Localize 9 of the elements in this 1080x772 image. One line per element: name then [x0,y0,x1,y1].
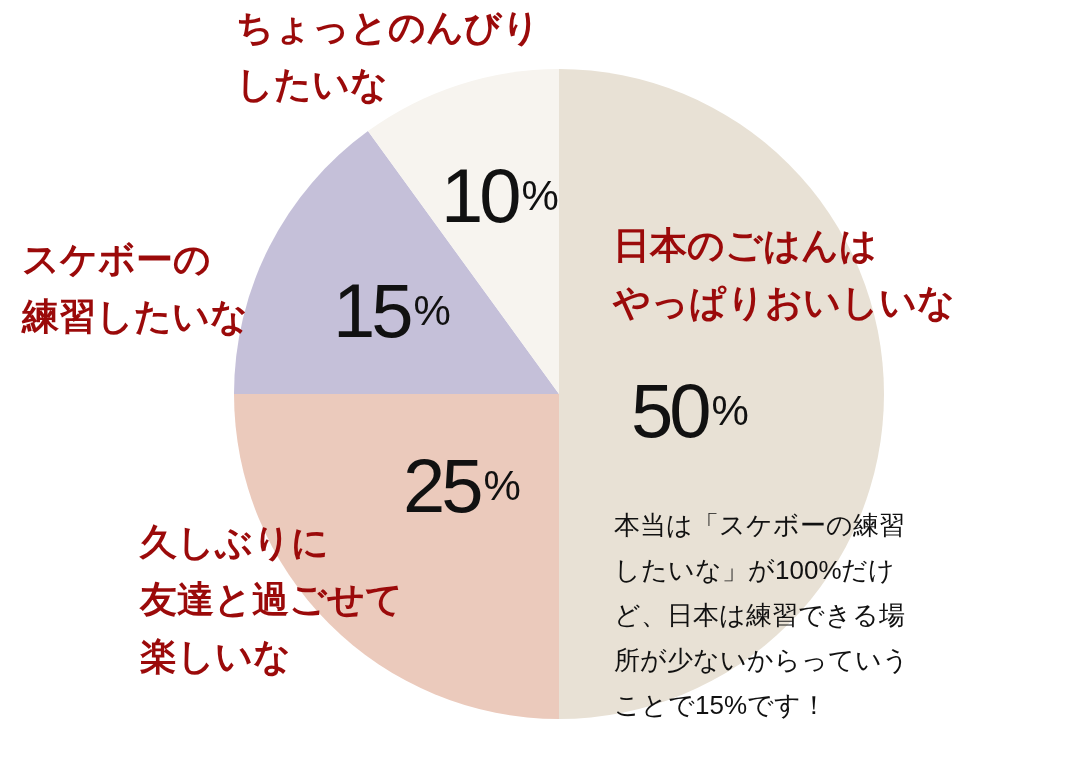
data-label: 25% [403,442,521,528]
text: 本当は「スケボーの練習したいな」が100%だけど、日本は練習できる場所が少ないからっていうことで15%です！ [614,510,909,720]
slice-label: 久しぶりに友達と過ごせて楽しいな [139,522,403,677]
data-label: 50% [631,367,749,453]
slice-label: スケボーの練習したいな [21,239,248,337]
slice-label: ちょっとのんびりしたいな [236,7,540,105]
data-label: 15% [333,267,451,353]
data-label: 10% [441,152,559,238]
slice-label: 日本のごはんはやっぱりおいしいな [612,225,955,323]
